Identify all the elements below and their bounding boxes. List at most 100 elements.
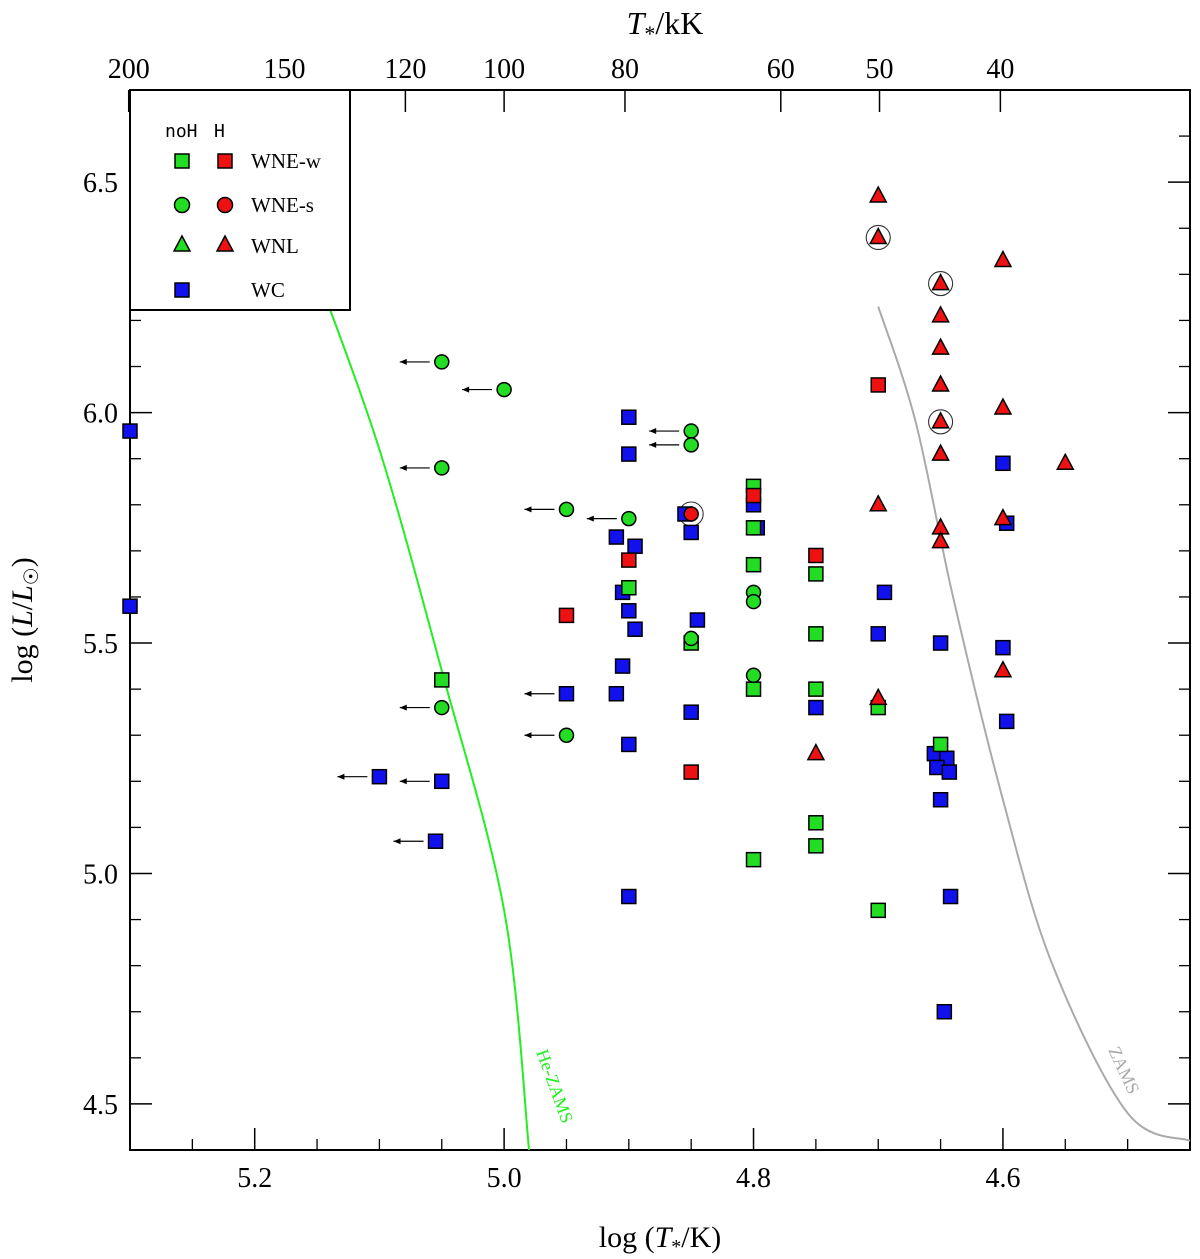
wne-s-h-point xyxy=(683,506,699,522)
top-tick-label: 120 xyxy=(384,54,426,85)
wne-s-noh-point xyxy=(683,437,699,453)
wc-point xyxy=(683,524,699,541)
wnl-h-point xyxy=(868,494,888,512)
wne-w-noh-point xyxy=(434,672,450,688)
legend-label-wne-s: WNE-s xyxy=(251,193,314,217)
top-axis-title: T*/kK xyxy=(627,5,704,46)
wne-w-noh-point xyxy=(745,520,762,536)
x-axis-title: log (T*/K) xyxy=(599,1221,722,1258)
wc-point xyxy=(608,529,625,545)
wnl-h-point xyxy=(868,226,888,245)
arrow-head xyxy=(337,773,345,780)
wc-point xyxy=(608,685,625,702)
wne-s-noh-point xyxy=(745,667,762,684)
wc-point xyxy=(621,409,637,425)
legend-label-wc: WC xyxy=(251,278,285,302)
x-tick-label: 5.0 xyxy=(487,1163,522,1194)
wne-s-noh-point xyxy=(745,593,762,610)
reference-curves: He-ZAMS ZAMS xyxy=(316,274,1191,1151)
top-tick-label: 200 xyxy=(108,54,150,85)
legend-box xyxy=(129,89,351,311)
arrow-head xyxy=(399,778,407,785)
wc-point xyxy=(941,764,958,780)
arrow-head xyxy=(399,358,407,365)
x-tick-label: 4.6 xyxy=(985,1163,1020,1194)
legend-label-wne-w: WNE-w xyxy=(251,149,322,173)
wne-s-noh-point xyxy=(496,381,512,398)
top-tick-label: 50 xyxy=(866,54,894,85)
wne-w-noh-point xyxy=(808,681,824,697)
wnl-h-point xyxy=(931,443,950,461)
wnl-h-point xyxy=(868,687,888,706)
arrow-head xyxy=(649,428,657,435)
wc-point xyxy=(122,423,138,439)
wnl-h-point xyxy=(993,249,1013,268)
top-tick-label: 150 xyxy=(264,54,306,85)
legend-wne-s-noH-marker xyxy=(173,196,191,214)
legend-wne-w-noH-marker xyxy=(174,153,190,169)
wc-point xyxy=(558,685,575,702)
wne-s-noh-point xyxy=(683,423,699,439)
wc-point xyxy=(936,1003,953,1020)
wne-w-noh-point xyxy=(745,681,762,697)
he-zams-label: He-ZAMS xyxy=(532,1047,577,1126)
wc-point xyxy=(683,704,699,720)
legend-wne-w-H-marker xyxy=(217,153,233,169)
wc-point xyxy=(870,626,886,642)
data-points xyxy=(122,185,1075,1020)
wnl-h-point xyxy=(931,531,950,549)
wne-s-noh-point xyxy=(683,630,699,647)
wc-point xyxy=(621,446,637,462)
y-tick-label: 6.0 xyxy=(83,399,118,430)
wc-point xyxy=(932,791,949,808)
wne-w-h-point xyxy=(683,764,699,780)
legend-label-wnl: WNL xyxy=(251,234,299,258)
y-axis-title: log (L/L☉) xyxy=(6,557,43,682)
wnl-h-point xyxy=(931,411,950,429)
arrow-head xyxy=(524,732,532,739)
wc-point xyxy=(621,603,637,619)
wne-w-noh-point xyxy=(745,851,762,868)
wnl-h-point xyxy=(931,272,950,291)
wne-w-noh-point xyxy=(745,556,762,573)
encircle-ring xyxy=(865,224,891,251)
wc-point xyxy=(932,635,949,651)
wne-s-noh-point xyxy=(558,501,575,518)
wc-point xyxy=(434,773,450,790)
legend-wnl-H-marker xyxy=(215,234,235,252)
top-tick-label: 60 xyxy=(767,54,795,85)
wnl-h-point xyxy=(993,508,1013,526)
wnl-h-point xyxy=(806,743,826,761)
arrow-head xyxy=(586,515,594,522)
wc-point xyxy=(995,639,1011,656)
arrow-head xyxy=(649,441,657,448)
x-tick-label: 5.2 xyxy=(237,1163,272,1194)
wne-w-noh-point xyxy=(808,838,824,854)
wnl-h-point xyxy=(868,185,888,203)
wc-point xyxy=(876,584,893,601)
wc-point xyxy=(995,455,1011,472)
arrow-head xyxy=(524,690,532,697)
legend-wc-marker xyxy=(174,282,190,298)
wc-point xyxy=(371,768,388,785)
legend: noH H WNE-w WNE-s WNL WC xyxy=(129,89,351,311)
y-tick-label: 5.0 xyxy=(83,859,118,890)
wne-w-h-point xyxy=(558,607,575,624)
wnl-h-point xyxy=(993,660,1013,678)
plot-frame xyxy=(129,89,1191,1151)
wc-point xyxy=(689,612,706,628)
top-tick-label: 40 xyxy=(986,54,1014,85)
wc-point xyxy=(122,598,138,614)
wc-point xyxy=(627,621,643,637)
encircle-ring xyxy=(928,271,954,297)
y-tick-label: 4.5 xyxy=(83,1090,118,1121)
y-tick-label: 5.5 xyxy=(83,629,118,660)
wne-s-noh-point xyxy=(621,510,637,527)
wne-w-noh-point xyxy=(808,626,824,642)
encircle-ring xyxy=(928,409,954,435)
wc-point xyxy=(942,888,959,905)
wne-w-noh-point xyxy=(808,566,824,582)
he-zams-curve xyxy=(316,274,531,1151)
axis-ticks: 5.2 5.0 4.8 4.6 4.5 5.0 5.5 6.0 6.5 200 150 120 100 8… xyxy=(83,54,1191,1194)
